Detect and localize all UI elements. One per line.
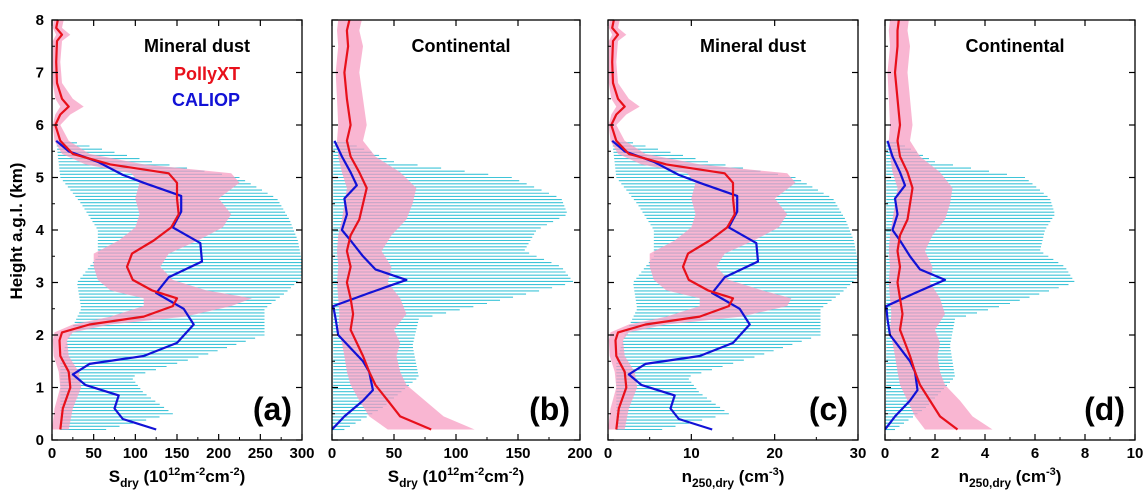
pollyxt-uncertainty-band [887,20,993,430]
x-tick-label: 30 [850,445,867,462]
caliop-profile-line [885,140,947,431]
x-axis-title-part: -2 [509,466,519,478]
x-axis-title-part: (10 [139,467,168,486]
x-tick-label: 4 [981,445,990,462]
x-tick-label: 250 [248,445,273,462]
x-axis-title-part: (cm [734,467,769,486]
y-tick-label: 7 [36,65,44,82]
x-tick-label: 200 [206,445,231,462]
plot-area [608,20,858,431]
y-tick-label: 4 [36,222,45,239]
x-tick-label: 0 [881,445,889,462]
x-axis-title-part: -2 [230,466,240,478]
x-axis-title-part: S [388,467,399,486]
x-axis-title: n250,dry (cm-3) [682,466,785,490]
pollyxt-profile-line [893,20,959,431]
pollyxt-uncertainty-band [52,20,252,430]
panel-title: Continental [412,36,511,56]
x-tick-label: 2 [931,445,939,462]
x-axis-title-part: (cm [1011,467,1046,486]
x-axis-title-part: (10 [418,467,447,486]
y-axis-title: Height a.g.l. (km) [7,163,26,300]
plot-area [52,20,302,431]
x-axis-title-part: dry [399,476,418,490]
panel-c: 0 10 20 30 Mineral dust (c) n250,dry (cm-3) [604,19,867,490]
pollyxt-uncertainty-band [335,20,475,430]
panel-letter: (b) [529,391,570,427]
y-tick-label: 0 [36,432,44,449]
x-axis-title-part: -2 [474,466,484,478]
x-axis-title-part: ) [240,467,246,486]
panel-letter: (a) [253,391,292,427]
x-axis-title: Sdry (1012m-2cm-2) [109,466,246,490]
x-axis-title-part: n [682,467,692,486]
x-tick-label: 100 [443,445,468,462]
panel-title: Mineral dust [144,36,250,56]
pollyxt-profile-line [610,20,736,430]
caliop-profile-line [55,139,204,431]
x-axis-title: n250,dry (cm-3) [959,466,1062,490]
caliop-profile-line [611,139,760,431]
x-tick-label: 100 [123,445,148,462]
x-axis-title-part: dry [120,476,139,490]
x-tick-label: 150 [505,445,530,462]
x-tick-label: 20 [766,445,783,462]
y-tick-label: 3 [36,275,44,292]
x-axis-title-part: n [959,467,969,486]
x-axis-title-part: 12 [168,466,180,478]
panel-d: 0 2 4 6 8 10 Continental (d) n250,dry (cm-3) [881,19,1144,490]
x-axis-title-part: m [459,467,474,486]
panel-title: Mineral dust [700,36,806,56]
x-axis-title-part: m [180,467,195,486]
x-axis-title-part: -2 [195,466,205,478]
x-tick-label: 0 [48,445,56,462]
y-tick-label: 5 [36,170,44,187]
x-tick-label: 300 [289,445,314,462]
pollyxt-profile-line [54,20,180,430]
legend-entry-caliop: CALIOP [172,90,240,110]
x-axis-title: Sdry (1012m-2cm-2) [388,466,525,490]
pollyxt-uncertainty-band [608,20,796,430]
x-tick-label: 6 [1031,445,1039,462]
x-tick-label: 50 [85,445,102,462]
y-tick-label: 6 [36,117,44,134]
plot-area [332,20,573,431]
x-axis-title-part: ) [519,467,525,486]
legend-entry-pollyxt: PollyXT [174,64,240,84]
y-tick-label: 8 [36,12,44,29]
x-axis-title-part: cm [484,467,509,486]
x-tick-label: 8 [1081,445,1089,462]
caliop-profile-line [332,140,408,431]
x-tick-label: 0 [328,445,336,462]
x-axis-title-part: 250,dry [692,476,734,490]
pollyxt-profile-line [343,20,432,431]
y-tick-label: 2 [36,327,44,344]
x-tick-label: 10 [683,445,700,462]
x-tick-label: 50 [386,445,403,462]
x-axis-title-part: ) [1056,467,1062,486]
x-axis-title-part: cm [205,467,230,486]
x-tick-label: 200 [567,445,592,462]
x-axis-title-part: 12 [447,466,459,478]
panel-title: Continental [966,36,1065,56]
panel-letter: (d) [1084,391,1125,427]
x-tick-label: 150 [164,445,189,462]
x-axis-title-part: S [109,467,120,486]
panel-letter: (c) [809,391,848,427]
y-tick-label: 1 [36,380,44,397]
x-axis-title-part: ) [779,467,785,486]
x-tick-label: 10 [1127,445,1144,462]
x-axis-title-part: 250,dry [969,476,1011,490]
x-axis-title-part: -3 [769,466,779,478]
x-tick-label: 0 [604,445,612,462]
plot-area [885,20,1075,431]
x-axis-title-part: -3 [1046,466,1056,478]
